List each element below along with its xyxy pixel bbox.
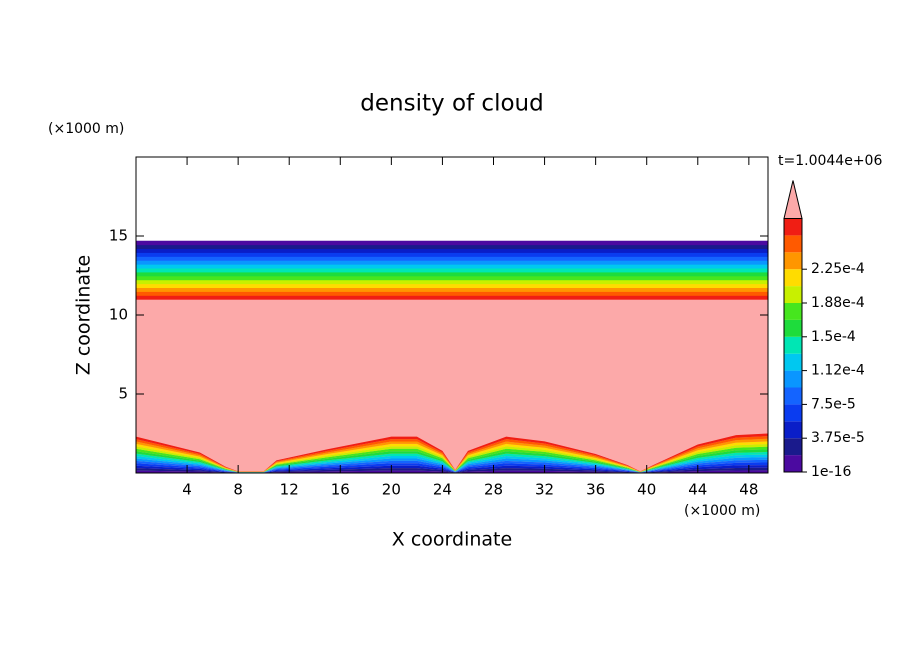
- x-tick-label: 20: [382, 481, 401, 499]
- x-tick-label: 32: [535, 481, 554, 499]
- contour-band: [136, 291, 768, 296]
- field-over: [136, 299, 768, 473]
- x-tick-label: 36: [586, 481, 605, 499]
- contour-band: [136, 264, 768, 269]
- colorbar-band: [784, 269, 802, 287]
- contour-band: [136, 295, 768, 300]
- colorbar-band: [784, 319, 802, 337]
- contour-band: [136, 268, 768, 273]
- colorbar-band: [784, 404, 802, 422]
- contour-band: [136, 467, 768, 473]
- chart-title: density of cloud: [360, 91, 543, 117]
- x-tick-label: 8: [233, 481, 243, 499]
- colorbar-band: [784, 235, 802, 253]
- y-tick-label: 15: [109, 227, 128, 245]
- colorbar-tick-label: 2.25e-4: [811, 261, 865, 277]
- y-unit: (×1000 m): [48, 121, 124, 137]
- colorbar-tick-label: 1.5e-4: [811, 329, 856, 345]
- colorbar-band: [784, 303, 802, 320]
- colorbar-tick-label: 1e-16: [811, 464, 851, 480]
- x-tick-label: 12: [280, 481, 299, 499]
- contour-band: [136, 465, 768, 473]
- contour-band: [136, 244, 768, 250]
- contour-band: [136, 462, 768, 473]
- colorbar-frame: [783, 218, 803, 473]
- contour-band: [136, 271, 768, 277]
- contour-band: [136, 275, 768, 281]
- contour-band: [136, 260, 768, 265]
- x-tick-label: 4: [182, 481, 192, 499]
- contour-band: [136, 287, 768, 292]
- contour-band: [136, 279, 768, 285]
- x-tick-label: 48: [739, 481, 758, 499]
- colorbar-over: [783, 180, 803, 219]
- contour-band: [136, 252, 768, 257]
- contour-band: [136, 240, 768, 246]
- x-tick-label: 24: [433, 481, 452, 499]
- x-tick-label: 44: [688, 481, 707, 499]
- colorbar-band: [784, 455, 802, 472]
- contour-band: [136, 256, 768, 261]
- colorbar-tick-label: 7.5e-5: [811, 396, 856, 412]
- contour-band: [136, 283, 768, 289]
- colorbar-band: [784, 387, 802, 405]
- x-unit: (×1000 m): [684, 503, 760, 519]
- colorbar-band: [784, 252, 802, 270]
- colorbar-band: [784, 336, 802, 354]
- colorbar-tick-label: 1.12e-4: [811, 363, 865, 379]
- colorbar-band: [784, 421, 802, 439]
- colorbar-band: [784, 286, 802, 303]
- colorbar-tick-label: 1.88e-4: [811, 295, 865, 311]
- y-tick-label: 10: [109, 306, 128, 324]
- time-label: t=1.0044e+06: [778, 153, 882, 169]
- y-axis-label: Z coordinate: [73, 255, 95, 375]
- colorbar-band: [784, 218, 802, 236]
- colorbar-band: [784, 438, 802, 456]
- colorbar-tick-label: 3.75e-5: [811, 430, 865, 446]
- colorbar-band: [784, 353, 802, 371]
- x-tick-label: 16: [331, 481, 350, 499]
- contour-band: [136, 248, 768, 253]
- y-tick-label: 5: [118, 385, 128, 403]
- x-tick-label: 28: [484, 481, 503, 499]
- contour-band: [136, 470, 768, 473]
- x-axis-label: X coordinate: [392, 529, 512, 551]
- colorbar-band: [784, 370, 802, 388]
- x-tick-label: 40: [637, 481, 656, 499]
